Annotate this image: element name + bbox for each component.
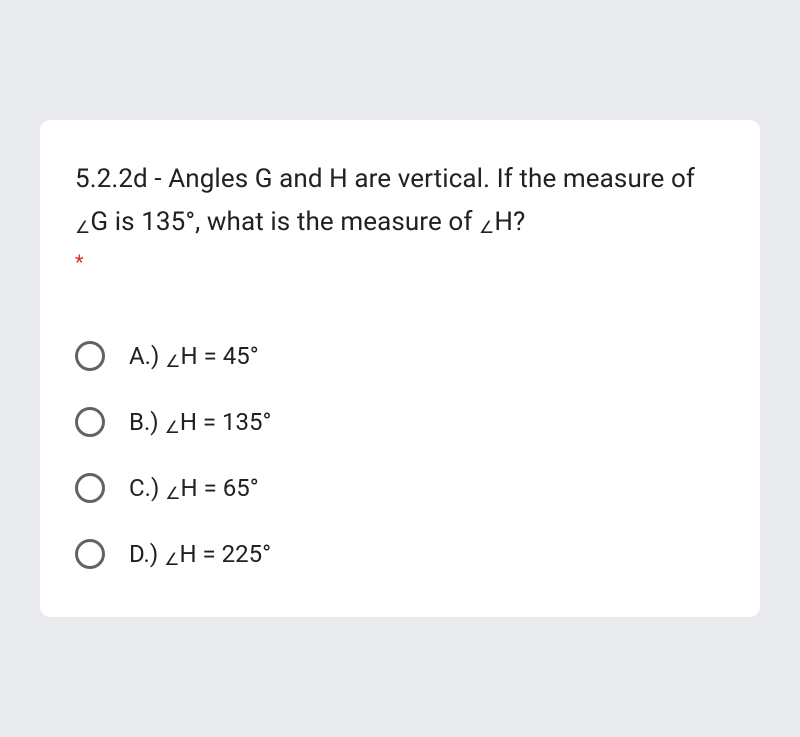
question-text: 5.2.2d - Angles G and H are vertical. If… [75,158,725,279]
angle-symbol: ∠ [479,218,494,238]
option-c[interactable]: C.) ∠H = 65° [75,473,725,503]
angle-symbol: ∠ [164,550,179,570]
option-a-value: H = 45° [181,342,259,370]
question-suffix: H? [494,207,525,237]
option-c-value: H = 65° [181,474,259,502]
radio-b[interactable] [75,407,105,437]
question-card: 5.2.2d - Angles G and H are vertical. If… [40,120,760,617]
option-c-prefix: C.) [129,474,165,502]
option-b-prefix: B.) [129,408,165,436]
angle-symbol: ∠ [165,418,180,438]
option-d-prefix: D.) [129,540,164,568]
radio-c[interactable] [75,473,105,503]
option-a-prefix: A.) [129,342,165,370]
option-a[interactable]: A.) ∠H = 45° [75,341,725,371]
option-d-value: H = 225° [179,540,271,568]
radio-d[interactable] [75,539,105,569]
option-b-label: B.) ∠H = 135° [129,408,271,436]
angle-symbol: ∠ [75,218,90,238]
option-a-label: A.) ∠H = 45° [129,342,259,370]
angle-symbol: ∠ [165,352,180,372]
option-b-value: H = 135° [180,408,272,436]
option-b[interactable]: B.) ∠H = 135° [75,407,725,437]
option-d-label: D.) ∠H = 225° [129,540,271,568]
radio-a[interactable] [75,341,105,371]
question-prefix: 5.2.2d - Angles G and H are vertical. If… [75,164,695,194]
option-c-label: C.) ∠H = 65° [129,474,259,502]
question-mid: G is 135°, what is the measure of [90,207,479,237]
options-group: A.) ∠H = 45° B.) ∠H = 135° C.) ∠H = 65° … [75,341,725,569]
required-marker: * [75,246,725,279]
option-d[interactable]: D.) ∠H = 225° [75,539,725,569]
angle-symbol: ∠ [165,484,180,504]
